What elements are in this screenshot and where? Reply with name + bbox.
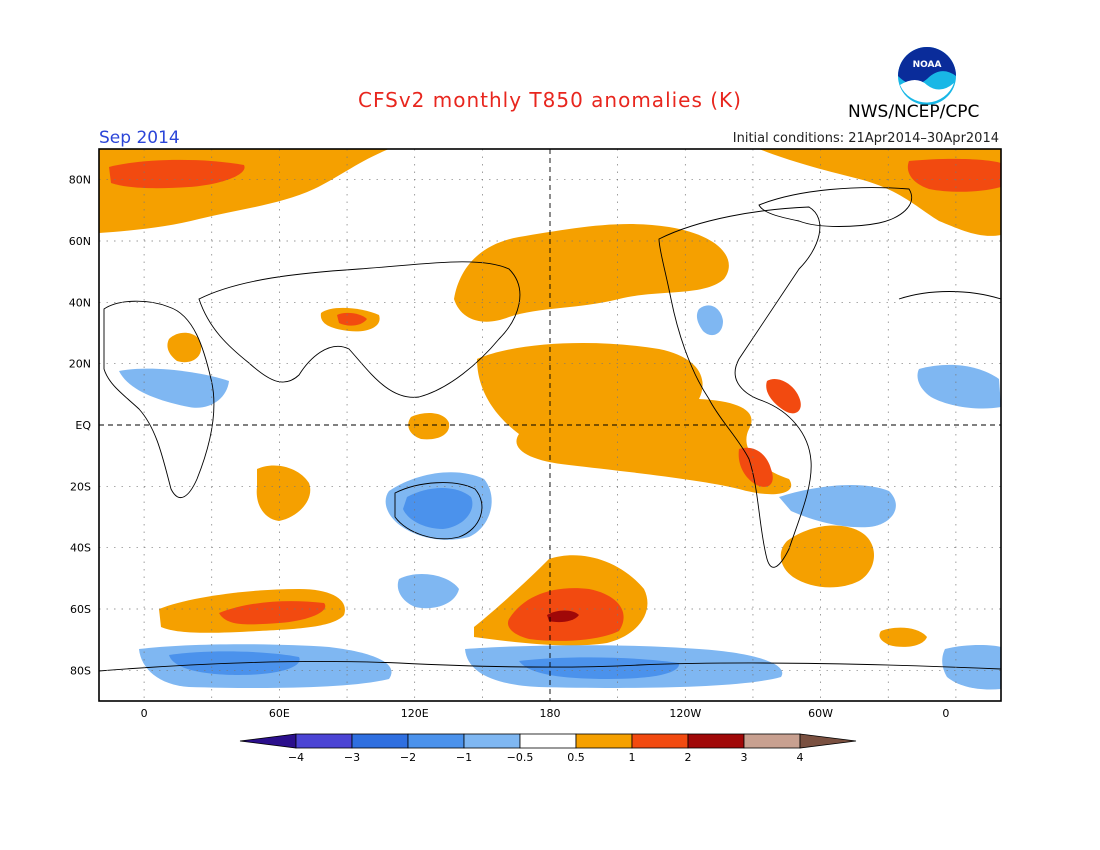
lat-label: 40N — [69, 296, 91, 309]
lat-label: 20N — [69, 358, 91, 371]
agency-label: NWS/NCEP/CPC — [848, 102, 980, 122]
anomaly-region — [119, 368, 229, 408]
lon-label: 60W — [808, 707, 833, 720]
colorbar-swatch — [407, 733, 465, 749]
anomaly-region — [519, 657, 680, 679]
lon-label: 0 — [942, 707, 949, 720]
lon-label: 120W — [669, 707, 701, 720]
lon-label: 120E — [401, 707, 429, 720]
anomaly-region — [766, 378, 801, 414]
colorbar-swatch — [463, 733, 521, 749]
lat-label: 40S — [70, 542, 91, 555]
anomaly-region — [738, 447, 773, 487]
map-title: CFSv2 monthly T850 anomalies (K) — [358, 88, 742, 112]
anomaly-region — [167, 332, 202, 363]
colorbar-tick-label: 4 — [797, 751, 804, 764]
anomaly-region — [547, 610, 579, 623]
lat-label: 60N — [69, 235, 91, 248]
anomaly-region — [109, 159, 245, 189]
anomaly-region — [780, 525, 874, 588]
anomaly-region — [879, 627, 927, 647]
lon-label: 180 — [540, 707, 561, 720]
lat-label: EQ — [75, 419, 91, 432]
colorbar-swatch — [519, 733, 577, 749]
colorbar-tick-label: 0.5 — [567, 751, 585, 764]
colorbar-swatch — [631, 733, 689, 749]
colorbar-tick-label: 2 — [685, 751, 692, 764]
colorbar-swatch — [799, 733, 857, 749]
colorbar-swatches — [239, 733, 857, 749]
anomaly-map: 80N 60N 40N 20N EQ 20S 40S 60S 80S 0 60E… — [69, 148, 1002, 720]
anomaly-region — [907, 158, 1001, 192]
colorbar-tick-label: −2 — [400, 751, 416, 764]
logo-text: NOAA — [913, 60, 942, 70]
colorbar-tick-label: 1 — [629, 751, 636, 764]
initial-conditions: Initial conditions: 21Apr2014–30Apr2014 — [732, 131, 999, 146]
colorbar-tick-label: 3 — [741, 751, 748, 764]
anomaly-region — [917, 364, 1001, 409]
colorbar-tick-label: −1 — [456, 751, 472, 764]
anomaly-region — [779, 484, 896, 528]
colorbar-swatch — [687, 733, 745, 749]
colorbar: −4 −3 −2 −1 −0.5 0.5 1 2 3 4 — [230, 728, 870, 782]
colorbar-tick-label: −0.5 — [507, 751, 534, 764]
colorbar-swatch — [295, 733, 353, 749]
lat-label: 60S — [70, 603, 91, 616]
anomaly-region — [219, 601, 326, 625]
lon-label: 60E — [269, 707, 290, 720]
noaa-logo: NOAA — [896, 45, 958, 111]
anomaly-region — [337, 312, 367, 326]
anomaly-region — [942, 645, 1001, 690]
lat-label: 80N — [69, 174, 91, 187]
anomaly-region — [397, 574, 459, 609]
valid-month: Sep 2014 — [99, 128, 180, 148]
anomaly-region — [408, 413, 450, 440]
colorbar-tick-label: −3 — [344, 751, 360, 764]
lon-label: 0 — [141, 707, 148, 720]
colorbar-swatch — [351, 733, 409, 749]
coastlines — [99, 187, 1001, 672]
colorbar-ticks: −4 −3 −2 −1 −0.5 0.5 1 2 3 4 — [288, 751, 804, 764]
anomaly-region — [403, 488, 473, 529]
colorbar-swatch — [743, 733, 801, 749]
colorbar-tick-label: −4 — [288, 751, 304, 764]
anomaly-region — [256, 465, 311, 521]
anomaly-region — [696, 305, 723, 336]
lat-label: 80S — [70, 664, 91, 677]
anomaly-region — [477, 343, 792, 495]
colorbar-swatch — [239, 733, 297, 749]
lat-label: 20S — [70, 480, 91, 493]
colorbar-swatch — [575, 733, 633, 749]
map-frame — [98, 148, 1002, 702]
